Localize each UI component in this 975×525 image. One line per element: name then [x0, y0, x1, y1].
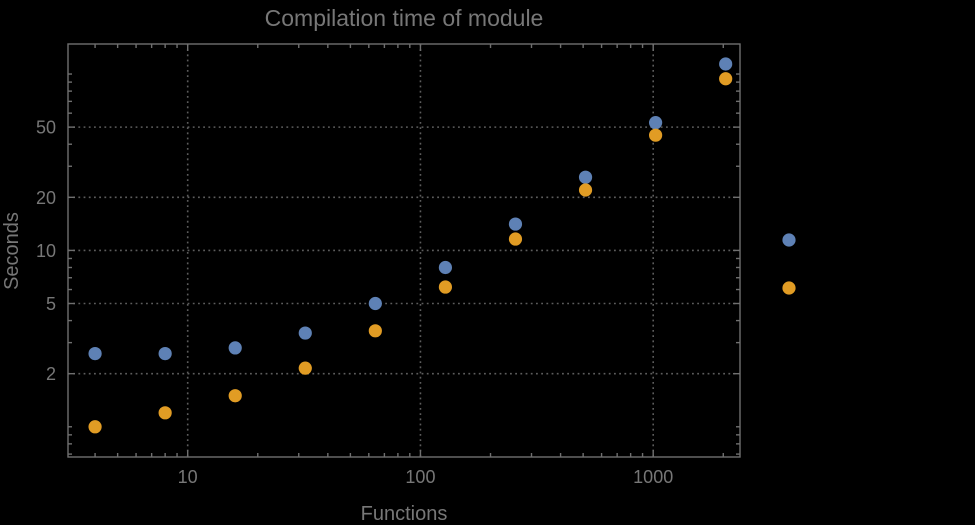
data-point-series-2 [578, 183, 593, 197]
data-point-series-2 [649, 128, 663, 142]
data-point-series-1 [508, 217, 523, 231]
x-axis-label: Functions [360, 503, 448, 525]
data-point-series-2 [88, 420, 102, 434]
data-point-series-2 [438, 280, 453, 294]
data-point-series-1 [368, 296, 382, 311]
data-point-series-1 [438, 260, 453, 275]
y-tick-label: 50 [36, 118, 56, 138]
data-point-series-1 [228, 341, 242, 355]
data-point-series-2 [508, 232, 523, 246]
x-tick-label: 1000 [633, 467, 673, 487]
y-tick-label: 10 [36, 241, 56, 261]
data-point-series-2 [158, 406, 172, 420]
y-tick-label: 20 [36, 188, 56, 208]
x-tick-label: 100 [405, 467, 435, 487]
data-point-series-1 [719, 57, 733, 71]
data-point-series-1 [158, 346, 172, 361]
chart-title: Compilation time of module [264, 5, 544, 31]
x-tick-label: 10 [178, 467, 198, 487]
y-tick-label: 2 [46, 364, 56, 384]
data-point-series-1 [88, 346, 102, 361]
data-point-series-2 [228, 389, 242, 403]
data-point-series-1 [298, 326, 312, 340]
data-point-series-1 [649, 116, 663, 130]
data-point-series-2 [719, 72, 733, 86]
data-point-series-2 [368, 324, 382, 338]
data-point-series-1 [578, 170, 593, 184]
plot-frame [67, 43, 741, 458]
data-point-series-2 [298, 361, 312, 375]
legend-marker-series-2 [782, 281, 796, 295]
legend-marker-series-1 [782, 233, 796, 247]
y-tick-label: 5 [46, 294, 56, 314]
